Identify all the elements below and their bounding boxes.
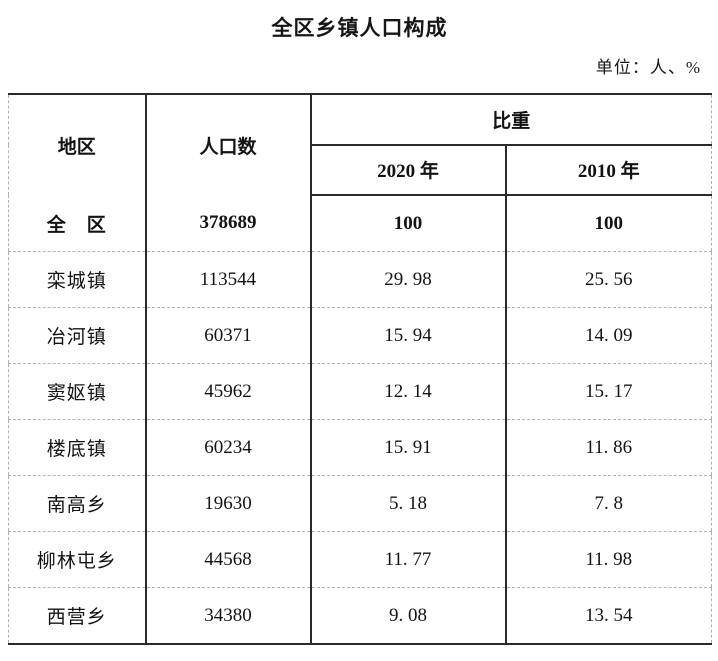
table-row: 冶河镇 60371 15. 94 14. 09: [8, 307, 712, 364]
population-cell: 34380: [144, 587, 311, 644]
p2020-cell: 5. 18: [309, 475, 506, 532]
region-cell: 窦妪镇: [8, 363, 146, 420]
p2020-cell: 9. 08: [309, 587, 506, 644]
region-cell: 楼底镇: [8, 419, 146, 476]
region-cell: 全 区: [46, 214, 107, 236]
p2010-cell: 13. 54: [504, 587, 712, 644]
header-year-2010: 2010 年: [504, 144, 712, 196]
header-region: 地区: [8, 94, 147, 195]
header-row-top: 地区 人口数 比重: [8, 94, 712, 195]
page-title: 全区乡镇人口构成: [271, 17, 448, 40]
p2020-cell: 29. 98: [309, 251, 506, 308]
table-row: 栾城镇 113544 29. 98 25. 56: [8, 251, 712, 308]
p2010-cell: 100: [504, 195, 712, 252]
region-cell: 栾城镇: [8, 251, 146, 308]
p2010-cell: 11. 98: [504, 531, 712, 588]
table-row: 柳林屯乡 44568 11. 77 11. 98: [8, 531, 712, 588]
unit-label: 单位：人、%: [595, 58, 701, 77]
p2020-cell: 12. 14: [309, 363, 506, 420]
region-cell: 西营乡: [8, 587, 146, 644]
population-cell: 60234: [144, 419, 311, 476]
header-row-years: 2020 年 2010 年: [9, 144, 712, 196]
population-table: 地区 人口数 比重 2020 年 2010 年 全 区 378689 100 100 栾…: [8, 93, 713, 645]
population-cell: 45962: [144, 363, 311, 420]
region-cell: 冶河镇: [8, 307, 146, 364]
p2010-cell: 15. 17: [504, 363, 712, 420]
p2020-cell: 11. 77: [309, 531, 506, 588]
population-cell: 113544: [144, 251, 311, 308]
table-row: 全 区 378689 100 100: [9, 195, 712, 252]
table-row: 窦妪镇 45962 12. 14 15. 17: [8, 363, 712, 420]
table-row: 西营乡 34380 9. 08 13. 54: [8, 587, 712, 644]
p2010-cell: 14. 09: [504, 307, 712, 364]
population-cell: 60371: [144, 307, 311, 364]
region-cell: 南高乡: [8, 475, 146, 532]
population-cell: 378689: [144, 195, 311, 252]
p2010-cell: 25. 56: [504, 251, 712, 308]
table-body: 全 区 378689 100 100 栾城镇 113544 29. 98 25. 56 冶河镇 6…: [8, 195, 712, 644]
header-population: 人口数: [145, 94, 312, 195]
population-cell: 44568: [144, 531, 311, 588]
p2020-cell: 15. 91: [309, 419, 506, 476]
header-year-2020: 2020 年: [310, 144, 506, 196]
region-cell: 柳林屯乡: [8, 531, 146, 588]
table-row: 南高乡 19630 5. 18 7. 8: [8, 475, 712, 532]
table-header: 地区 人口数 比重 2020 年 2010 年: [8, 94, 712, 196]
p2020-cell: 100: [309, 195, 506, 252]
header-proportion: 比重: [310, 94, 712, 146]
table-row: 楼底镇 60234 15. 91 11. 86: [8, 419, 712, 476]
p2020-cell: 15. 94: [309, 307, 506, 364]
population-cell: 19630: [144, 475, 311, 532]
p2010-cell: 11. 86: [504, 419, 712, 476]
p2010-cell: 7. 8: [504, 475, 712, 532]
